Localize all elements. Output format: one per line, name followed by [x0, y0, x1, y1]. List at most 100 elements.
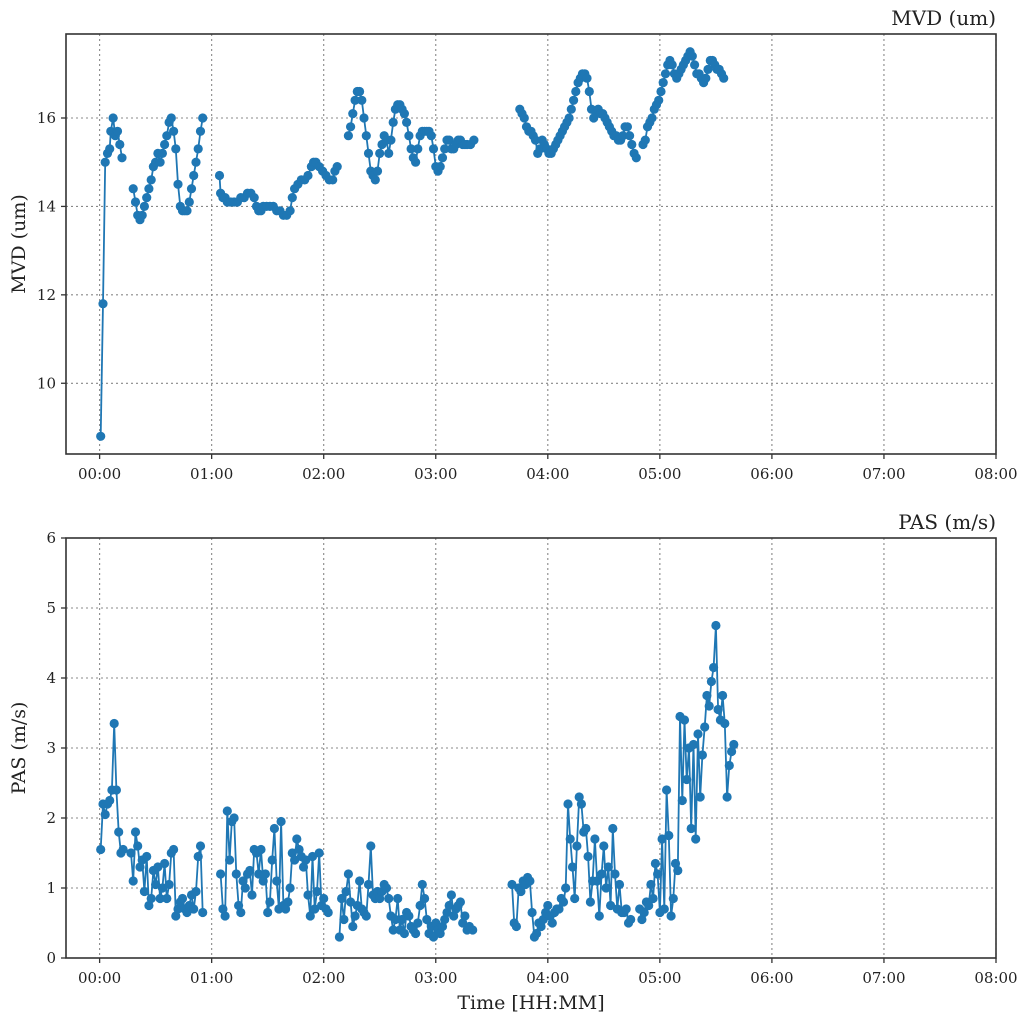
data-point — [144, 184, 154, 194]
y-tick-label: 6 — [46, 529, 56, 547]
data-point — [440, 914, 450, 925]
data-point — [258, 876, 268, 886]
y-axis-label: PAS (m/s) — [8, 702, 30, 795]
data-point — [704, 701, 714, 711]
data-point — [105, 795, 115, 806]
data-point — [543, 900, 553, 911]
data-point — [511, 921, 521, 932]
data-point — [625, 131, 635, 141]
data-point — [693, 729, 703, 739]
data-point — [650, 858, 661, 869]
data-point — [218, 904, 228, 914]
data-point — [618, 131, 628, 141]
data-point — [265, 897, 275, 907]
data-point — [118, 844, 128, 855]
data-point — [359, 113, 369, 123]
x-tick-label: 01:00 — [190, 969, 233, 987]
data-point — [691, 834, 701, 844]
data-point — [339, 914, 349, 925]
data-point — [566, 104, 576, 114]
data-point — [404, 131, 414, 141]
data-point — [572, 841, 582, 851]
data-point — [126, 848, 136, 858]
data-point — [670, 858, 681, 869]
data-point — [216, 869, 226, 879]
y-tick-label: 0 — [46, 949, 56, 967]
data-point — [177, 893, 188, 904]
data-point — [162, 893, 172, 904]
x-tick-label: 02:00 — [302, 969, 345, 987]
data-point — [702, 690, 712, 701]
data-point — [644, 900, 654, 911]
data-point — [468, 925, 478, 935]
data-point — [581, 823, 591, 834]
data-point — [98, 299, 108, 309]
data-point — [626, 914, 636, 925]
y-tick-label: 3 — [46, 739, 56, 757]
data-point — [558, 897, 569, 907]
data-point — [679, 715, 690, 725]
data-point — [142, 193, 152, 203]
axes-frame — [65, 33, 997, 455]
data-point — [564, 113, 574, 123]
data-point — [285, 883, 295, 893]
x-tick-label: 01:00 — [190, 465, 233, 483]
data-point — [686, 823, 696, 834]
data-point — [576, 799, 587, 809]
data-point — [173, 179, 183, 189]
data-point — [639, 907, 649, 918]
data-point — [413, 918, 423, 928]
data-point — [112, 126, 123, 136]
data-point — [96, 844, 106, 855]
data-point — [667, 60, 677, 70]
y-tick-label: 2 — [46, 809, 56, 827]
data-point — [229, 813, 239, 823]
chart-panel-1: 00:00 01:00 02:00 03:00 04:00 05:00 06:00 07:00… — [8, 6, 1018, 483]
data-point — [386, 135, 396, 145]
data-point — [601, 883, 611, 893]
data-point — [363, 879, 374, 890]
data-point — [198, 907, 208, 918]
data-point — [173, 904, 183, 914]
data-point — [384, 893, 394, 904]
data-point — [571, 86, 581, 97]
data-point — [245, 865, 255, 876]
data-point — [267, 855, 277, 865]
data-point — [428, 144, 439, 154]
x-tick-label: 03:00 — [414, 465, 457, 483]
data-point — [435, 162, 445, 172]
data-point — [155, 893, 165, 904]
data-point — [144, 900, 154, 911]
data-point — [565, 834, 575, 844]
data-point — [363, 148, 374, 158]
data-point — [446, 890, 456, 900]
data-point — [570, 893, 580, 904]
data-point — [437, 153, 448, 163]
data-point — [314, 848, 324, 858]
data-point — [426, 131, 436, 141]
data-point — [355, 876, 365, 886]
data-point — [388, 925, 398, 935]
data-point — [160, 139, 170, 150]
data-point — [411, 157, 421, 167]
data-point — [530, 135, 541, 145]
data-point — [700, 722, 710, 732]
data-point — [417, 879, 427, 890]
y-tick-label: 16 — [37, 109, 56, 127]
data-point — [171, 144, 181, 154]
data-point — [631, 153, 641, 163]
data-point — [547, 918, 557, 928]
data-point — [303, 170, 313, 181]
data-point — [567, 862, 578, 872]
y-axis-label: MVD (um) — [8, 194, 30, 294]
data-point — [323, 907, 333, 918]
data-point — [247, 890, 257, 900]
data-point — [384, 148, 394, 158]
data-point — [128, 876, 138, 886]
y-tick-label: 5 — [46, 599, 56, 617]
data-point — [256, 844, 266, 855]
data-point — [687, 51, 697, 61]
data-point — [193, 144, 203, 154]
data-point — [614, 879, 625, 890]
